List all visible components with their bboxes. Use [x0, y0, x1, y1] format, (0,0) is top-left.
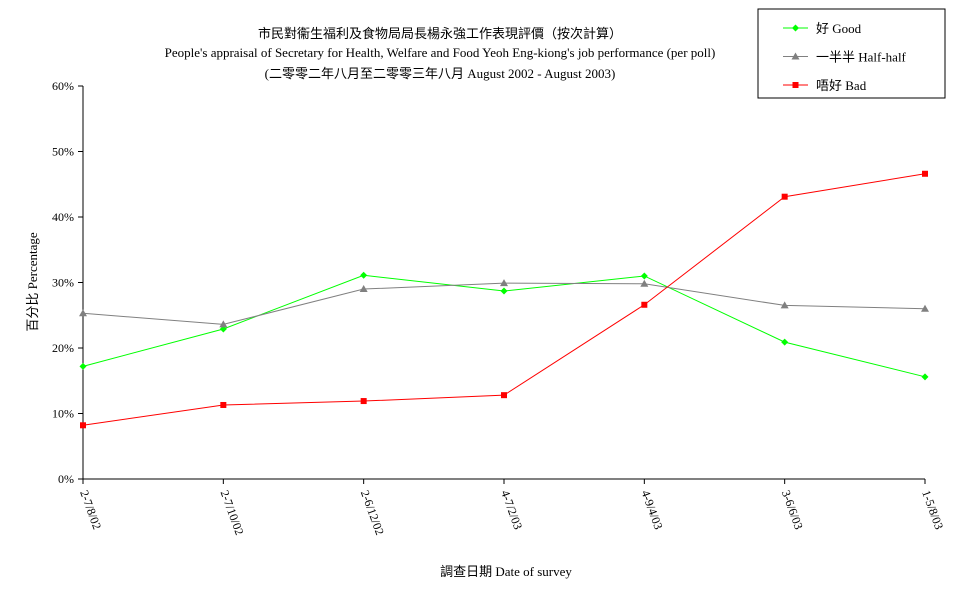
data-point-bad: [360, 398, 367, 405]
legend-entry-bad: 唔好 Bad: [783, 78, 867, 93]
series-layer: [79, 170, 929, 429]
data-point-half-half: [219, 320, 228, 328]
series-good: [79, 271, 929, 381]
data-point-good: [79, 362, 87, 370]
series-line-bad: [82, 173, 926, 426]
data-point-bad: [922, 170, 928, 177]
x-tick-label: 4-7/2/03: [498, 488, 525, 531]
data-point-half-half: [780, 301, 789, 309]
series-bad: [80, 170, 928, 429]
chart-title-english: People's appraisal of Secretary for Heal…: [165, 45, 716, 60]
y-tick-label: 10%: [52, 407, 74, 421]
data-point-good: [781, 338, 789, 346]
legend-label: 唔好 Bad: [816, 78, 867, 93]
x-tick-label: 1-5/8/03: [919, 488, 946, 531]
legend: 好 Good 一半半 Half-half 唔好 Bad: [757, 8, 946, 99]
data-point-bad: [781, 193, 788, 200]
x-axis-ticks: 2-7/8/02 2-7/10/02 2-6/12/02 4-7/2/03 4-9/4/…: [77, 479, 946, 537]
legend-entry-good: 好 Good: [783, 21, 862, 36]
x-tick-label: 2-7/8/02: [77, 488, 104, 531]
x-axis-label: 調查日期 Date of survey: [440, 564, 572, 579]
data-point-good: [640, 272, 648, 280]
legend-label: 好 Good: [816, 21, 862, 36]
data-point-bad: [220, 401, 227, 408]
y-axis-ticks: 0% 10% 20% 30% 40% 50% 60%: [52, 79, 83, 486]
y-tick-label: 20%: [52, 341, 74, 355]
legend-entry-half-half: 一半半 Half-half: [783, 50, 907, 65]
data-point-half-half: [921, 304, 929, 312]
y-tick-label: 30%: [52, 276, 74, 290]
chart-title: 市民對衞生福利及食物局局長楊永強工作表現評價（按次計算） People's ap…: [165, 26, 716, 81]
series-half-half: [79, 279, 929, 328]
y-axis-label: 百分比 Percentage: [25, 232, 40, 332]
y-tick-label: 40%: [52, 210, 74, 224]
legend-swatch-marker: [792, 82, 799, 88]
data-point-good: [921, 373, 929, 381]
chart-subtitle-date-range: (二零零二年八月至二零零三年八月 August 2002 - August 20…: [265, 66, 616, 81]
data-point-bad: [80, 422, 86, 429]
legend-swatch-marker: [791, 52, 800, 60]
y-tick-label: 0%: [58, 472, 74, 486]
y-tick-label: 60%: [52, 79, 74, 93]
data-point-half-half: [640, 279, 649, 287]
legend-swatch-marker: [792, 24, 799, 32]
data-point-half-half: [79, 309, 87, 317]
data-point-good: [360, 271, 368, 279]
x-tick-label: 2-7/10/02: [218, 488, 247, 537]
data-point-good: [500, 287, 508, 295]
data-point-bad: [641, 301, 648, 308]
legend-box: [757, 8, 946, 99]
data-point-bad: [501, 392, 507, 399]
data-point-half-half: [500, 279, 508, 287]
x-tick-label: 4-9/4/03: [639, 488, 666, 531]
x-tick-label: 3-6/6/03: [779, 488, 806, 531]
chart-title-chinese: 市民對衞生福利及食物局局長楊永強工作表現評價（按次計算）: [258, 26, 622, 41]
legend-label: 一半半 Half-half: [816, 50, 907, 65]
y-tick-label: 50%: [52, 145, 74, 159]
x-tick-label: 2-6/12/02: [358, 488, 387, 537]
data-point-half-half: [359, 285, 368, 293]
